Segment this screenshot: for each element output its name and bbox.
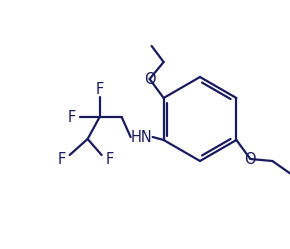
- Text: F: F: [57, 151, 66, 167]
- Text: F: F: [68, 110, 76, 124]
- Text: O: O: [144, 71, 155, 86]
- Text: F: F: [106, 151, 114, 167]
- Text: HN: HN: [131, 129, 153, 144]
- Text: O: O: [244, 151, 256, 167]
- Text: F: F: [95, 81, 104, 97]
